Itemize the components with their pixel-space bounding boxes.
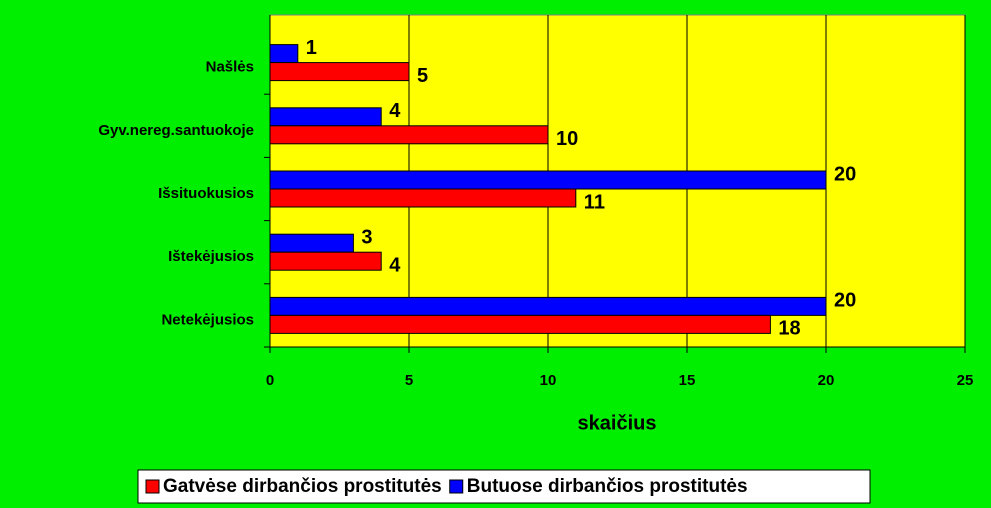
data-label: 18 — [778, 318, 800, 340]
bar — [269, 188, 577, 208]
bar — [269, 44, 299, 64]
bar — [269, 233, 354, 253]
data-label: 3 — [361, 226, 372, 248]
bar — [269, 251, 382, 271]
x-tick-label: 20 — [818, 372, 835, 389]
data-label: 20 — [834, 163, 856, 185]
legend-box — [137, 469, 871, 504]
legend-label: Gatvėse dirbančios prostitutės — [163, 476, 442, 497]
data-label: 4 — [389, 254, 401, 276]
bar — [269, 170, 827, 190]
bar — [269, 125, 549, 145]
y-tick-label: Našlės — [206, 59, 254, 76]
bar — [269, 62, 410, 82]
x-tick-label: 5 — [405, 372, 413, 389]
data-label: 5 — [417, 65, 428, 87]
legend-label: Butuose dirbančios prostitutės — [467, 476, 748, 497]
x-tick-label: 25 — [957, 372, 974, 389]
x-tick-label: 10 — [540, 372, 557, 389]
y-tick-label: Netekėjusios — [161, 311, 254, 328]
x-tick-label: 15 — [679, 372, 696, 389]
bar — [269, 107, 382, 127]
data-label: 10 — [556, 128, 578, 150]
x-axis-title: skaičius — [578, 412, 657, 434]
bar — [269, 314, 771, 334]
legend-swatch — [449, 479, 464, 494]
y-tick-label: Išsituokusios — [158, 185, 254, 202]
data-label: 1 — [306, 37, 317, 59]
legend-swatch — [145, 479, 160, 494]
data-label: 4 — [389, 100, 401, 122]
y-tick-label: Ištekėjusios — [168, 248, 254, 265]
data-label: 11 — [584, 191, 605, 213]
x-tick-label: 0 — [266, 372, 274, 389]
y-tick-label: Gyv.nereg.santuokoje — [98, 122, 254, 139]
data-label: 20 — [834, 290, 856, 312]
bar — [269, 296, 827, 316]
